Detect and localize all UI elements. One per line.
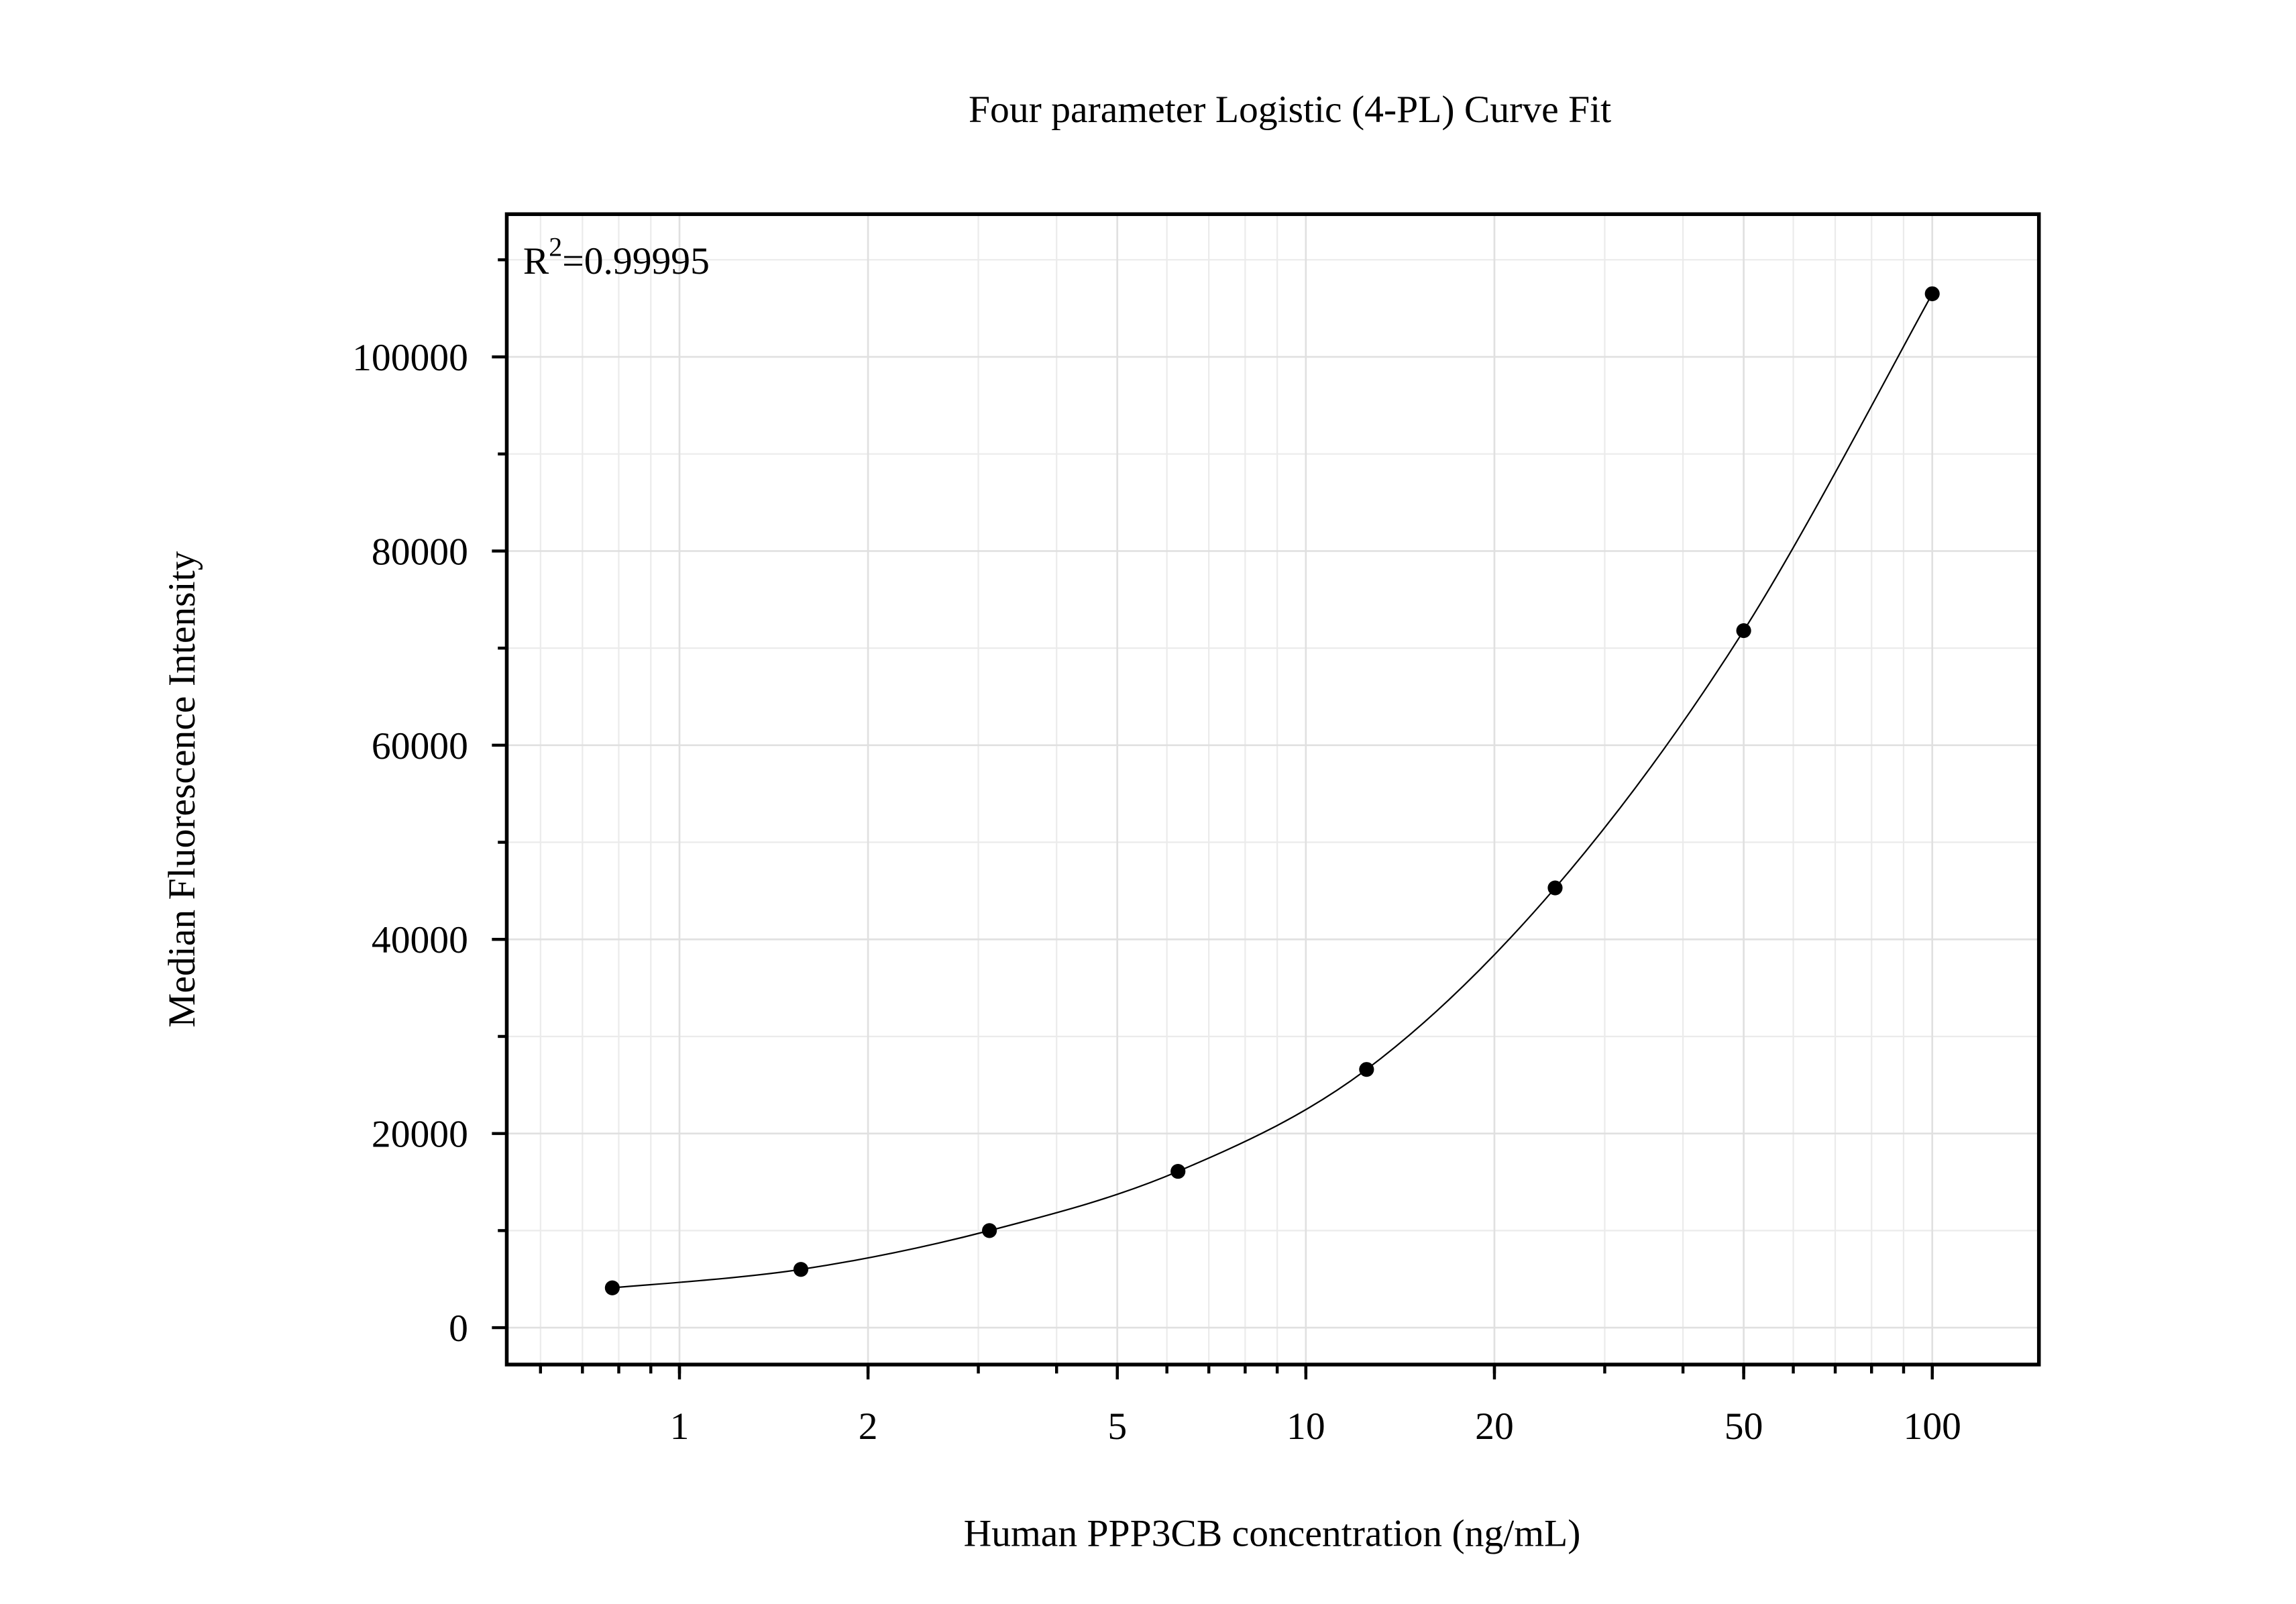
annotation-text: =0.99995 xyxy=(562,240,710,282)
y-tick-label: 0 xyxy=(449,1307,468,1350)
x-tick-label: 2 xyxy=(859,1405,878,1448)
y-axis-label: Median Fluorescence Intensity xyxy=(161,551,203,1027)
data-point xyxy=(604,1280,620,1295)
data-point xyxy=(1736,623,1751,639)
data-point xyxy=(1547,880,1563,896)
plot-frame xyxy=(504,212,2041,1367)
data-point xyxy=(982,1223,997,1238)
y-tick-label: 100000 xyxy=(352,337,468,379)
x-axis-label: Human PPP3CB concentration (ng/mL) xyxy=(964,1512,1581,1554)
y-tick-label: 20000 xyxy=(372,1114,468,1156)
x-tick-label: 20 xyxy=(1475,1405,1514,1448)
annotation-base: R xyxy=(523,240,549,282)
data-point xyxy=(1924,286,1940,301)
annotation-superscript: 2 xyxy=(549,231,562,262)
chart-title: Four parameter Logistic (4-PL) Curve Fit xyxy=(969,89,1611,131)
data-point xyxy=(1170,1164,1186,1179)
y-tick-label: 40000 xyxy=(372,919,468,961)
data-point xyxy=(1359,1062,1374,1077)
y-tick-label: 80000 xyxy=(372,531,468,573)
x-tick-label: 100 xyxy=(1904,1405,1961,1448)
x-tick-label: 1 xyxy=(670,1405,690,1448)
grid xyxy=(506,214,2039,1365)
annotation: R2=0.99995 xyxy=(523,231,710,282)
x-tick-label: 5 xyxy=(1107,1405,1127,1448)
x-tick-label: 50 xyxy=(1725,1405,1763,1448)
x-tick-label: 10 xyxy=(1287,1405,1325,1448)
data-point xyxy=(793,1262,809,1277)
y-tick-label: 60000 xyxy=(372,725,468,767)
